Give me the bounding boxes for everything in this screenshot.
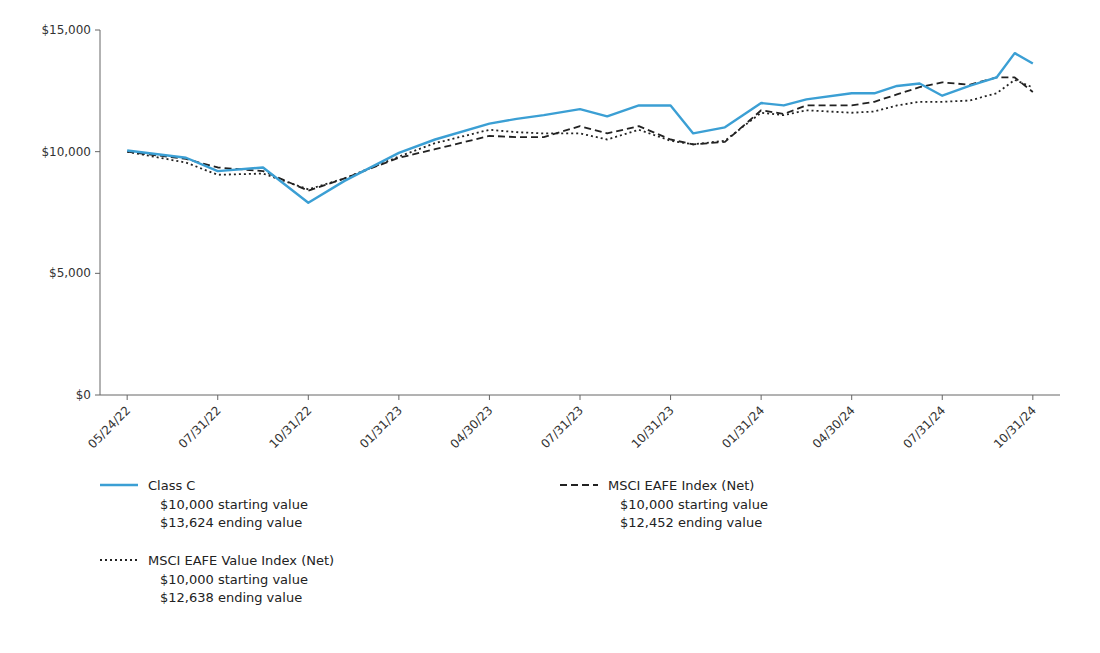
x-tick-label: 04/30/23: [448, 403, 496, 451]
legend-line: [100, 484, 138, 486]
legend-note: $13,624 ending value: [160, 515, 302, 530]
chart: $0 $5,000 $10,000 $15,000 05/24/22 07/31/22 10…: [0, 0, 1100, 653]
y-tick-label: $10,000: [41, 145, 91, 159]
y-axis-line: [100, 30, 101, 395]
series-line: [127, 80, 1033, 190]
legend-line: [560, 484, 598, 486]
x-tick: [1032, 395, 1033, 400]
series-line: [127, 53, 1033, 203]
plot-area: [127, 53, 1033, 203]
x-tick: [217, 395, 218, 400]
x-tick: [670, 395, 671, 400]
x-tick: [761, 395, 762, 400]
legend-note: $12,638 ending value: [160, 590, 302, 605]
x-tick: [942, 395, 943, 400]
x-tick-label: 07/31/22: [176, 403, 224, 451]
x-tick-label: 10/31/24: [991, 403, 1039, 451]
legend-note: $12,452 ending value: [620, 515, 762, 530]
y-tick-label: $15,000: [41, 23, 91, 37]
x-tick-label: 10/31/22: [266, 403, 314, 451]
x-tick: [580, 395, 581, 400]
x-tick-label: 07/31/24: [900, 403, 948, 451]
x-tick-label: 05/24/22: [85, 403, 133, 451]
y-tick: [95, 151, 100, 152]
x-tick-label: 01/31/23: [357, 403, 405, 451]
x-tick: [308, 395, 309, 400]
legend-note: $10,000 starting value: [160, 572, 308, 587]
x-tick-label: 07/31/23: [538, 403, 586, 451]
legend-label: MSCI EAFE Index (Net): [608, 478, 754, 493]
y-tick-label: $0: [76, 388, 91, 402]
y-tick: [95, 395, 100, 396]
legend-label: MSCI EAFE Value Index (Net): [148, 553, 334, 568]
y-tick: [95, 30, 100, 31]
x-tick: [127, 395, 128, 400]
legend-line: [100, 559, 138, 561]
y-tick: [95, 273, 100, 274]
y-tick-label: $5,000: [49, 266, 91, 280]
x-tick-label: 01/31/24: [719, 403, 767, 451]
x-tick: [851, 395, 852, 400]
legend: Class C $10,000 starting value $13,624 end…: [100, 478, 768, 605]
series-line: [127, 77, 1033, 190]
x-tick: [489, 395, 490, 400]
x-tick: [398, 395, 399, 400]
legend-label: Class C: [148, 478, 195, 493]
legend-note: $10,000 starting value: [620, 497, 768, 512]
x-tick-label: 04/30/24: [810, 403, 858, 451]
legend-note: $10,000 starting value: [160, 497, 308, 512]
x-tick-label: 10/31/23: [629, 403, 677, 451]
